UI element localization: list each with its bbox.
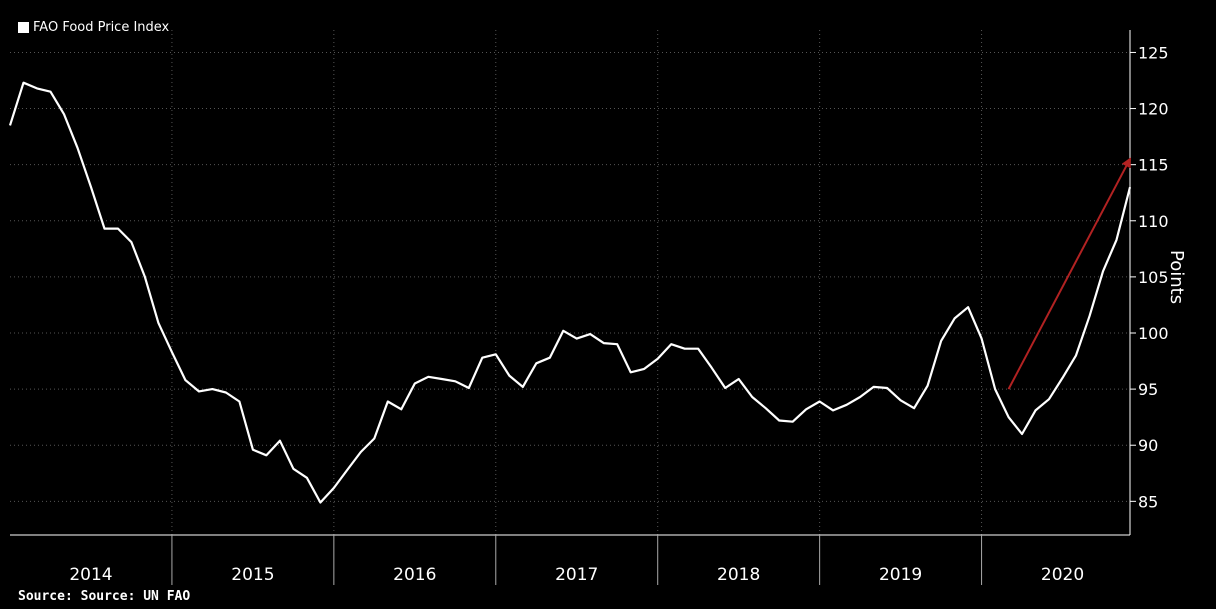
x-tick-label: 2019 (879, 565, 922, 585)
source-note: Source: Source: UN FAO (18, 589, 191, 604)
y-tick-label: 100 (1138, 324, 1169, 343)
y-tick-label: 85 (1138, 492, 1158, 511)
y-tick-label: 110 (1138, 212, 1169, 231)
y-tick-label: 90 (1138, 436, 1158, 455)
legend: FAO Food Price Index (18, 20, 169, 35)
y-tick-label: 120 (1138, 100, 1169, 119)
x-tick-label: 2014 (69, 565, 112, 585)
series-layer (8, 81, 1132, 504)
y-axis-label: Points (1166, 250, 1187, 305)
series-line (8, 81, 1132, 504)
y-tick-label: 95 (1138, 380, 1158, 399)
annotations (1007, 157, 1131, 390)
x-tick-label: 2020 (1041, 565, 1084, 585)
x-tick-label: 2016 (393, 565, 436, 585)
y-tick-label: 115 (1138, 156, 1169, 175)
grid-lines (10, 30, 1130, 535)
legend-label: FAO Food Price Index (33, 20, 170, 35)
y-tick-label: 125 (1138, 43, 1169, 62)
axes: 85 90 95 100 105 110 115 120 125 2014 2015 2016 2017… (10, 30, 1169, 585)
x-tick-label: 2015 (231, 565, 274, 585)
legend-swatch (18, 22, 29, 33)
x-tick-label: 2018 (717, 565, 760, 585)
y-tick-label: 105 (1138, 268, 1169, 287)
x-tick-label: 2017 (555, 565, 598, 585)
trend-arrow (1007, 157, 1131, 390)
